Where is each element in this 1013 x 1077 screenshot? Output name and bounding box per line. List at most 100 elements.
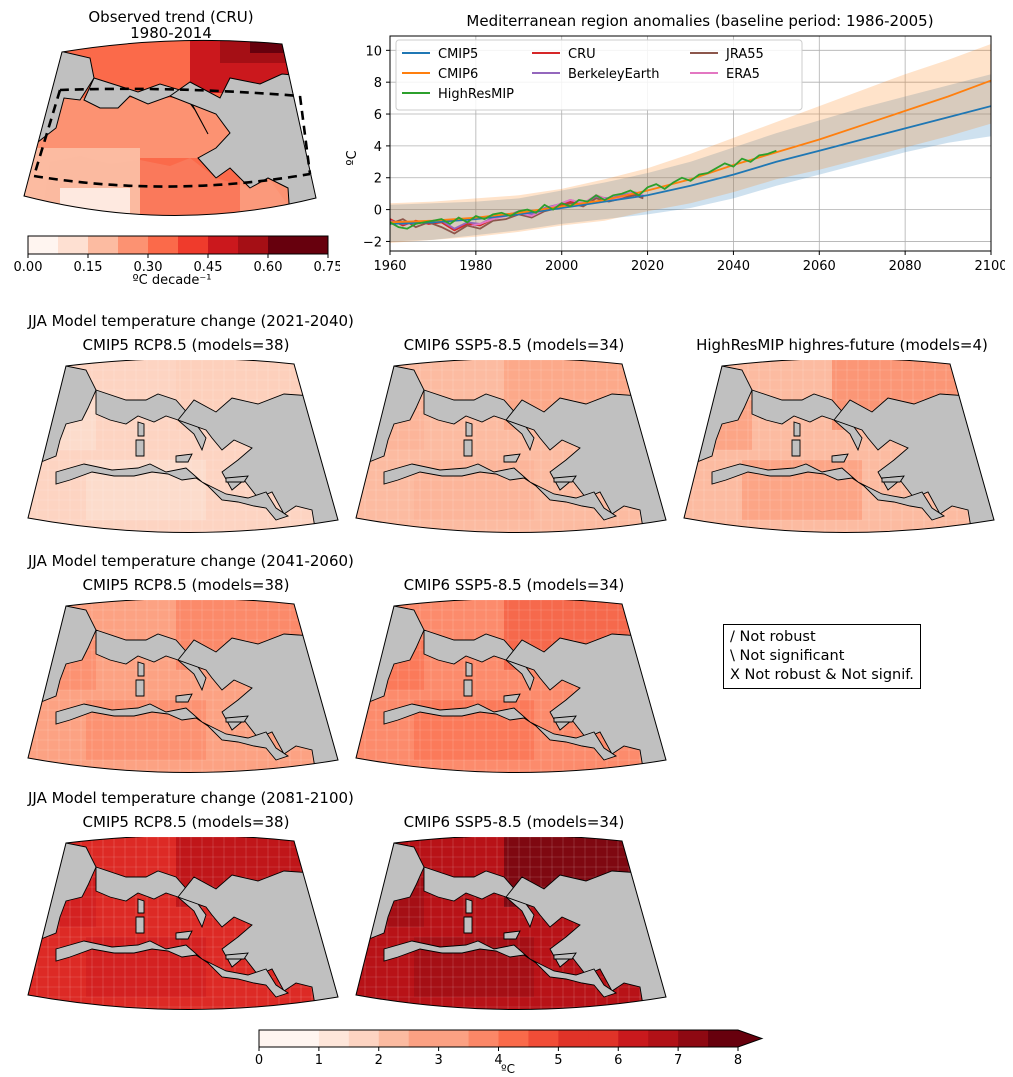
colorbar-tick-label: 0.75 — [314, 260, 340, 275]
colorbar-tick-label: 1 — [315, 1053, 323, 1068]
land-sardinia — [791, 439, 801, 457]
temperature-change-map — [355, 360, 667, 533]
colorbar-cell — [88, 236, 119, 254]
temperature-change-map — [355, 837, 667, 1010]
map-title: CMIP5 RCP8.5 (models=38) — [82, 813, 290, 831]
observed-title-line2: 1980-2014 — [130, 24, 212, 42]
land-europe-west — [95, 389, 207, 452]
colorbar-extend-arrow — [738, 1030, 762, 1047]
map-frame — [683, 360, 995, 533]
legend-label: ERA5 — [726, 67, 760, 82]
land-corsica — [137, 898, 145, 914]
observed-title: Observed trend (CRU) 1980-2014 — [36, 8, 306, 42]
x-tick-label: 1960 — [373, 259, 406, 274]
temperature-change-map — [355, 600, 667, 773]
observed-colorbar: 0.00 0.15 0.30 0.45 0.60 0.75 — [14, 235, 340, 275]
temperature-change-map — [27, 360, 339, 533]
map-title: CMIP6 SSP5-8.5 (models=34) — [403, 576, 625, 594]
land-sicily — [175, 453, 193, 463]
land-sicily — [503, 930, 521, 940]
colorbar-tick-label: 0.45 — [194, 260, 223, 275]
colorbar-tick-label: 5 — [554, 1053, 562, 1068]
land-sardinia — [463, 679, 473, 697]
map-frame — [355, 600, 667, 773]
colorbar-tick-label: 0.15 — [74, 260, 103, 275]
colorbar-cell — [528, 1030, 559, 1047]
uncertainty-band — [390, 44, 991, 243]
y-tick-label: 2 — [374, 172, 382, 187]
timeseries-chart: Mediterranean region anomalies (baseline… — [345, 12, 1005, 274]
land-north-africa — [383, 463, 618, 521]
series-line — [390, 105, 991, 225]
colorbar-cell — [148, 236, 179, 254]
y-axis-label: ºC — [345, 150, 360, 165]
temperature-change-map — [683, 360, 995, 533]
land-crete — [225, 475, 249, 483]
colorbar-cell — [468, 1030, 499, 1047]
colorbar-cell — [118, 236, 149, 254]
land-europe-west — [751, 389, 863, 452]
colorbar-tick-label: 0 — [255, 1053, 263, 1068]
uncertainty-band — [390, 74, 991, 242]
colorbar-cell — [318, 1030, 350, 1047]
land-sardinia — [463, 916, 473, 934]
colorbar-cell — [208, 236, 239, 254]
map-title: CMIP6 SSP5-8.5 (models=34) — [403, 813, 625, 831]
colorbar-tick-label: 8 — [734, 1053, 742, 1068]
hatch-not-robust: / Not robust — [730, 629, 816, 645]
land-balkans-turkey — [177, 393, 338, 533]
plot-frame — [389, 35, 992, 252]
colorbar-cell — [58, 236, 89, 254]
land-sicily — [831, 453, 849, 463]
land-balkans-turkey — [505, 393, 666, 533]
y-tick-label: 4 — [374, 140, 382, 155]
land-europe-west — [95, 629, 207, 692]
land-north-africa — [55, 463, 290, 521]
x-tick-label: 2080 — [889, 259, 922, 274]
temperature-colorbar-label: ºC — [500, 1062, 516, 1076]
colorbar-cell — [348, 1030, 380, 1047]
land-corsica — [465, 421, 473, 437]
colorbar-cell — [28, 236, 59, 254]
legend-label: BerkeleyEarth — [568, 67, 660, 82]
hatch-not-significant: \ Not significant — [730, 648, 845, 664]
land-north-africa — [711, 463, 946, 521]
hatch-legend: / Not robust \ Not significant X Not rob… — [723, 624, 921, 689]
land-corsica — [465, 661, 473, 677]
colorbar-tick-label: 6 — [614, 1053, 622, 1068]
colorbar-cell — [408, 1030, 440, 1047]
hatch-both: X Not robust & Not signif. — [730, 667, 914, 683]
land-sicily — [175, 693, 193, 703]
y-tick-label: 8 — [374, 76, 382, 91]
land-sicily — [175, 930, 193, 940]
land-sardinia — [463, 439, 473, 457]
chart-title: Mediterranean region anomalies (baseline… — [466, 12, 933, 30]
land-balkans-turkey — [505, 633, 666, 773]
land-crete — [553, 715, 577, 723]
legend-label: JRA55 — [725, 47, 764, 62]
colorbar-cell — [268, 236, 299, 254]
land-crete — [225, 715, 249, 723]
land-crete — [553, 952, 577, 960]
colorbar-cell — [259, 1030, 290, 1047]
x-tick-label: 2060 — [803, 259, 836, 274]
observed-title-line1: Observed trend (CRU) — [88, 8, 254, 26]
land-europe-west — [423, 629, 535, 692]
colorbar-cell — [438, 1030, 470, 1047]
x-tick-label: 1980 — [459, 259, 492, 274]
land-europe-west — [423, 389, 535, 452]
land-sicily — [503, 693, 521, 703]
observed-colorbar-label: ºC decade⁻¹ — [132, 273, 212, 288]
colorbar-cell — [378, 1030, 410, 1047]
series-line — [390, 149, 777, 230]
land-corsica — [465, 898, 473, 914]
land-sardinia — [135, 916, 145, 934]
map-title: CMIP5 RCP8.5 (models=38) — [82, 576, 290, 594]
legend-frame — [395, 39, 803, 111]
land-north-africa — [55, 703, 290, 761]
legend-label: CMIP5 — [438, 47, 478, 62]
y-tick-label: 6 — [374, 108, 382, 123]
colorbar-cell — [288, 1030, 320, 1047]
colorbar-cell — [708, 1030, 739, 1047]
colorbar-cell — [558, 1030, 589, 1047]
